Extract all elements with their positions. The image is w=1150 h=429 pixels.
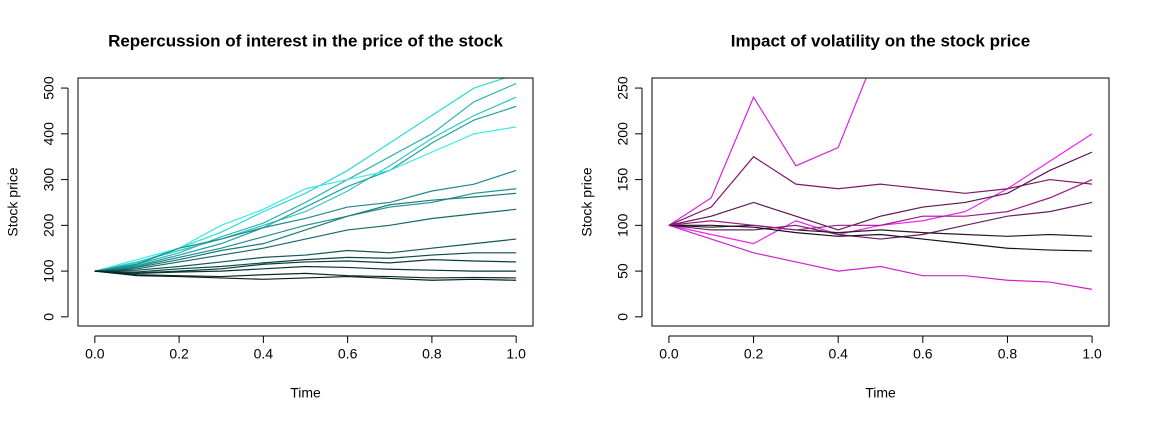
y-tick-label: 0 xyxy=(41,313,57,321)
series-line xyxy=(94,270,517,281)
y-tick-label: 200 xyxy=(615,122,631,146)
series-line xyxy=(668,155,1093,226)
series-line xyxy=(94,252,517,273)
x-tick-label: 0.2 xyxy=(169,346,189,362)
y-tick-label: 200 xyxy=(41,213,57,237)
x-tick-label: 0.0 xyxy=(85,346,105,362)
series-line xyxy=(94,270,517,279)
chart-title: Impact of volatility on the stock price xyxy=(731,31,1030,50)
y-axis-label: Stock price xyxy=(579,167,595,236)
y-tick-label: 400 xyxy=(41,122,57,146)
series-line xyxy=(94,192,517,272)
chart-title: Repercussion of interest in the price of… xyxy=(108,31,503,50)
x-tick-label: 0.6 xyxy=(913,346,933,362)
lines xyxy=(668,78,1093,290)
series-line xyxy=(668,179,1093,231)
x-tick-label: 0.2 xyxy=(744,346,764,362)
series-line xyxy=(668,151,1093,231)
y-tick-label: 0 xyxy=(615,313,631,321)
plot-frame xyxy=(77,77,534,327)
x-tick-label: 0.6 xyxy=(338,346,358,362)
series-line xyxy=(94,82,517,272)
panel: Impact of volatility on the stock price T… xyxy=(579,31,1110,401)
x-tick-label: 0.4 xyxy=(828,346,848,362)
x-tick-label: 0.0 xyxy=(659,346,679,362)
series-line xyxy=(94,105,517,272)
series-line xyxy=(668,78,867,226)
series-line xyxy=(668,224,1093,252)
x-tick-label: 0.4 xyxy=(254,346,274,362)
y-tick-label: 250 xyxy=(615,76,631,100)
series-line xyxy=(668,201,1093,240)
x-tick-label: 1.0 xyxy=(1082,346,1102,362)
y-tick-label: 300 xyxy=(41,168,57,192)
x-axis-label: Time xyxy=(865,385,896,401)
series-line xyxy=(94,259,517,274)
y-axis-label: Stock price xyxy=(5,167,21,236)
lines xyxy=(94,78,517,281)
series-line xyxy=(94,126,517,272)
series-line xyxy=(94,208,517,272)
series-line xyxy=(94,78,507,272)
series-line xyxy=(94,238,517,272)
x-axis-label: Time xyxy=(290,385,321,401)
series-line xyxy=(668,133,1093,245)
x-tick-label: 1.0 xyxy=(506,346,526,362)
y-tick-label: 100 xyxy=(615,213,631,237)
series-line xyxy=(668,224,1093,237)
panel: Repercussion of interest in the price of… xyxy=(5,31,534,401)
x-tick-label: 0.8 xyxy=(422,346,442,362)
plot-frame xyxy=(651,77,1110,327)
series-line xyxy=(668,224,1093,290)
series-line xyxy=(94,96,517,272)
y-tick-label: 500 xyxy=(41,76,57,100)
y-tick-label: 100 xyxy=(41,259,57,283)
series-line xyxy=(94,265,517,274)
series-line xyxy=(94,169,517,272)
y-tick-label: 50 xyxy=(615,263,631,279)
y-tick-label: 150 xyxy=(615,168,631,192)
x-tick-label: 0.8 xyxy=(998,346,1018,362)
